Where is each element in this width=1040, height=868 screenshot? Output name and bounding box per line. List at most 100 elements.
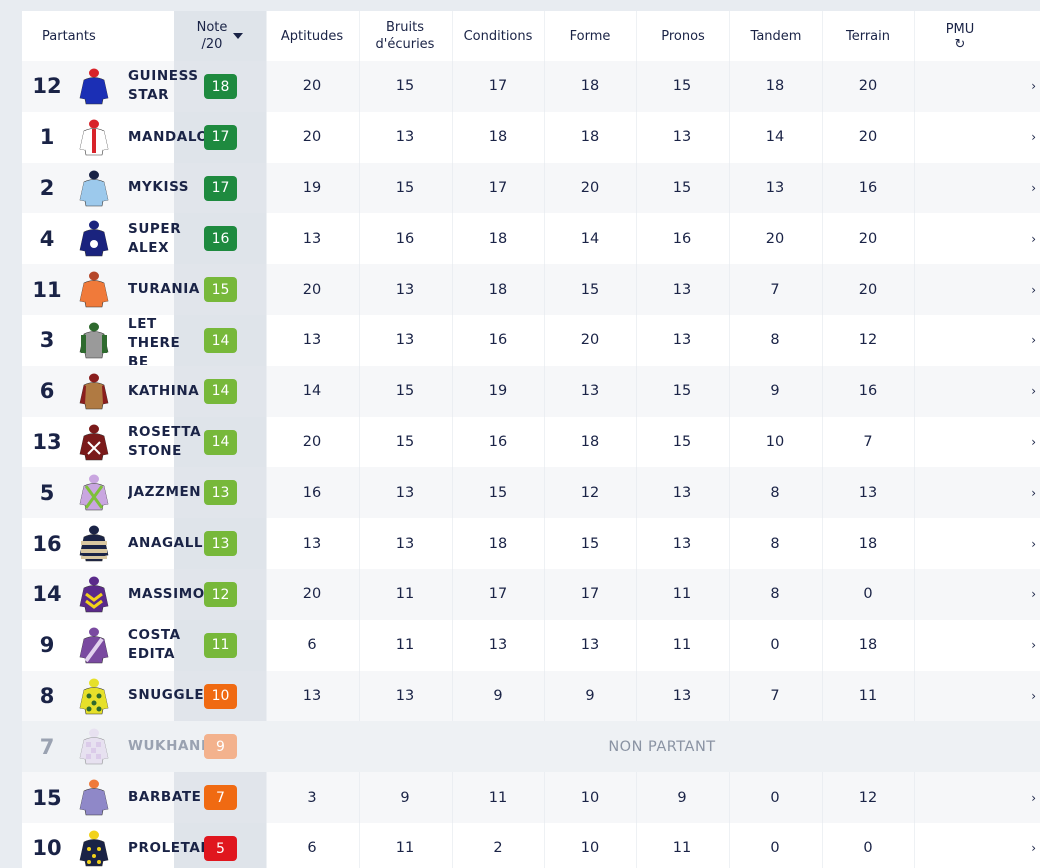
cell-pronos: 16: [672, 230, 692, 247]
cell-bruits: 13: [395, 687, 415, 704]
table-row[interactable]: 2 MYKISS 17 19 15 17 20 15 13 16 ›: [22, 162, 1040, 214]
jockey-silk-icon: [78, 678, 110, 716]
horse-name[interactable]: ANAGALLIS: [128, 535, 206, 552]
horse-name[interactable]: JAZZMEN: [128, 484, 202, 501]
table-row[interactable]: 6 KATHINA 14 14 15 19 13 15 9 16 ›: [22, 365, 1040, 417]
table-row[interactable]: 12 GUINESS STAR 18 20 15 17 18 15 18 20 ›: [22, 61, 1040, 112]
cell-forme: 13: [580, 383, 600, 400]
horse-name[interactable]: COSTA EDITA: [128, 627, 181, 663]
table-header: Partants Note/20 Aptitudes Bruits d'écuri…: [22, 11, 1040, 61]
cell-pronos: 15: [672, 383, 692, 400]
table-row[interactable]: 3 LET THERE BE ROCK 14 13 13 16 20 13 8 12 ›: [22, 315, 1040, 366]
table-row[interactable]: 16ANAGALLIS131313181513818›: [22, 518, 1040, 569]
cell-bruits: 15: [395, 383, 415, 400]
horse-name[interactable]: GUINESS STAR: [128, 68, 199, 104]
cell-forme: 15: [580, 535, 600, 552]
header-bruits[interactable]: Bruits d'écuries: [358, 11, 452, 61]
cell-terrain: 20: [858, 78, 878, 95]
row-expand-chevron-icon[interactable]: ›: [1031, 180, 1036, 195]
cell-conditions: 17: [488, 586, 508, 603]
header-note[interactable]: Note/20: [174, 11, 266, 61]
row-expand-chevron-icon[interactable]: ›: [1031, 841, 1036, 856]
horse-name[interactable]: WUKHANN: [128, 738, 206, 755]
header-tandem[interactable]: Tandem: [750, 28, 802, 44]
row-expand-chevron-icon[interactable]: ›: [1031, 587, 1036, 602]
cell-forme: 10: [580, 789, 600, 806]
cell-forme: 9: [585, 687, 595, 704]
cell-conditions: 18: [488, 535, 508, 552]
cell-aptitudes: 20: [302, 281, 322, 298]
horse-name[interactable]: MYKISS: [128, 179, 190, 196]
row-expand-chevron-icon[interactable]: ›: [1031, 130, 1036, 145]
cell-aptitudes: 13: [302, 687, 322, 704]
header-forme[interactable]: Forme: [569, 28, 611, 44]
row-expand-chevron-icon[interactable]: ›: [1031, 282, 1036, 297]
note-badge: 15: [204, 277, 237, 303]
cell-tandem: 18: [765, 78, 785, 95]
header-aptitudes[interactable]: Aptitudes: [280, 28, 344, 44]
cell-terrain: 12: [858, 789, 878, 806]
horse-name[interactable]: KATHINA: [128, 382, 200, 399]
cell-bruits: 11: [395, 840, 415, 857]
header-partants[interactable]: Partants: [42, 28, 96, 44]
horse-name[interactable]: TURANIA: [128, 281, 200, 298]
horse-name[interactable]: BARBATE: [128, 789, 202, 806]
table-row[interactable]: 4 SUPER ALEX 16 13 16 18 14 16 20 20 ›: [22, 213, 1040, 264]
row-expand-chevron-icon[interactable]: ›: [1031, 434, 1036, 449]
cell-pronos: 15: [672, 179, 692, 196]
horse-name[interactable]: SNUGGLES: [128, 687, 206, 704]
horse-name[interactable]: SUPER ALEX: [128, 220, 182, 256]
row-expand-chevron-icon[interactable]: ›: [1031, 790, 1036, 805]
cell-bruits: 13: [395, 129, 415, 146]
table-row[interactable]: 5 JAZZMEN 13 16 13 15 12 13 8 13 ›: [22, 467, 1040, 519]
header-conditions[interactable]: Conditions: [463, 28, 533, 44]
header-pronos[interactable]: Pronos: [661, 28, 705, 44]
cell-forme: 10: [580, 840, 600, 857]
horse-name[interactable]: MASSIMO: [128, 585, 205, 602]
cell-terrain: 18: [858, 535, 878, 552]
cell-conditions: 16: [488, 332, 508, 349]
table-row[interactable]: 1 MANDALORIAN17 20 13 18 18 13 14 20 ›: [22, 112, 1040, 163]
table-row[interactable]: 14 MASSIMO 12 20 11 17 17 11 8 0 ›: [22, 569, 1040, 620]
cell-conditions: 18: [488, 281, 508, 298]
horse-name[interactable]: ROSETTA STONE: [128, 423, 202, 459]
horse-name[interactable]: MANDALORIAN: [128, 128, 206, 145]
row-expand-chevron-icon[interactable]: ›: [1031, 638, 1036, 653]
cell-pronos: 9: [677, 789, 687, 806]
row-expand-chevron-icon[interactable]: ›: [1031, 333, 1036, 348]
jockey-silk-icon: [78, 170, 110, 208]
cell-pronos: 13: [672, 687, 692, 704]
cell-bruits: 11: [395, 637, 415, 654]
cell-bruits: 13: [395, 535, 415, 552]
cell-bruits: 15: [395, 78, 415, 95]
table-row[interactable]: 11 TURANIA 15 20 13 18 15 13 7 20 ›: [22, 264, 1040, 315]
table-row-non-partant[interactable]: 7 WUKHANN 9 NON PARTANT: [22, 721, 1040, 773]
row-expand-chevron-icon[interactable]: ›: [1031, 384, 1036, 399]
row-expand-chevron-icon[interactable]: ›: [1031, 231, 1036, 246]
note-badge: 18: [204, 74, 237, 99]
cell-tandem: 13: [765, 179, 785, 196]
table-row[interactable]: 10 PROLETARIAT5 6 11 2 10 11 0 0 ›: [22, 823, 1040, 868]
cell-pronos: 13: [672, 332, 692, 349]
table-row[interactable]: 8 SNUGGLES 10 13 13 9 9 13 7 11 ›: [22, 670, 1040, 722]
cell-conditions: 15: [488, 484, 508, 501]
table-row[interactable]: 9 COSTA EDITA 11 6 11 13 13 11 0 18 ›: [22, 620, 1040, 671]
jockey-silk-icon: [78, 728, 110, 766]
table-row[interactable]: 15 BARBATE 7 3 9 11 10 9 0 12 ›: [22, 772, 1040, 823]
row-expand-chevron-icon[interactable]: ›: [1031, 536, 1036, 551]
table-row[interactable]: 13 ROSETTA STONE 14 20 15 16 18 15 10 7 ›: [22, 417, 1040, 468]
header-pmu[interactable]: PMU ↻: [914, 11, 1006, 61]
horse-name[interactable]: PROLETARIAT: [128, 839, 206, 856]
column-divider: [452, 11, 453, 868]
row-expand-chevron-icon[interactable]: ›: [1031, 79, 1036, 94]
runners-table: Partants Note/20 Aptitudes Bruits d'écuri…: [22, 11, 1040, 868]
cell-tandem: 8: [770, 484, 780, 501]
header-terrain[interactable]: Terrain: [845, 28, 890, 44]
cell-bruits: 13: [395, 484, 415, 501]
refresh-icon[interactable]: ↻: [954, 36, 966, 52]
runner-number: 9: [39, 633, 55, 658]
row-expand-chevron-icon[interactable]: ›: [1031, 688, 1036, 703]
row-expand-chevron-icon[interactable]: ›: [1031, 485, 1036, 500]
horse-name[interactable]: LET THERE BE ROCK: [128, 316, 181, 365]
cell-aptitudes: 20: [302, 433, 322, 450]
